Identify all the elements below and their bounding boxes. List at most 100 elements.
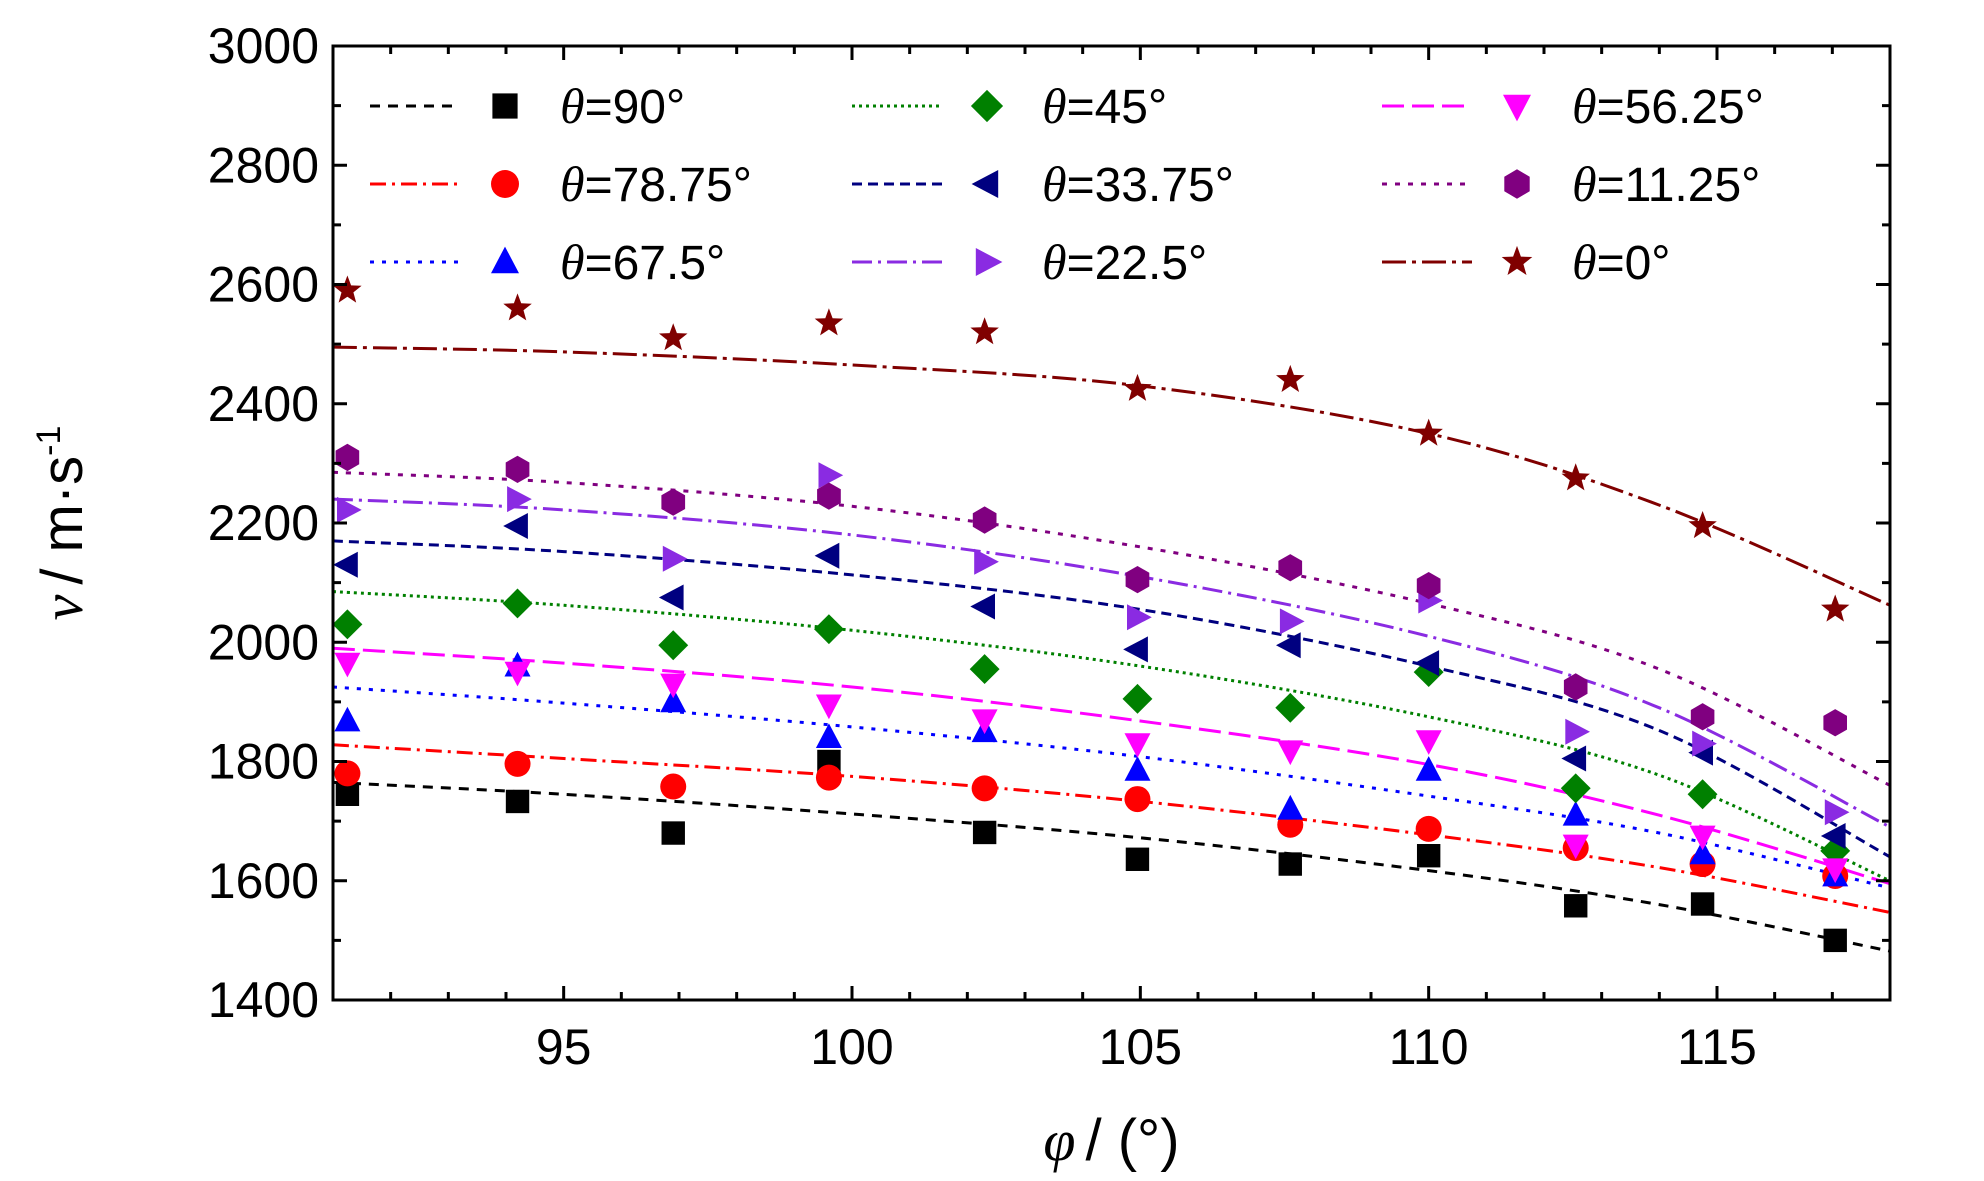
legend-item: θ=11.25° — [1382, 156, 1760, 212]
fit-line — [333, 539, 1890, 859]
y-tick-label: 2800 — [208, 137, 319, 193]
data-point — [1125, 566, 1150, 594]
data-point — [815, 723, 842, 748]
data-point — [974, 548, 999, 575]
data-point — [1278, 554, 1303, 582]
y-tick-label: 1400 — [208, 972, 319, 1028]
data-point — [334, 652, 361, 678]
x-tick-label: 110 — [1389, 1019, 1469, 1075]
y-tick-label: 3000 — [208, 18, 319, 74]
legend-theta: θ — [1042, 78, 1067, 134]
data-point — [662, 545, 688, 572]
data-point — [1414, 650, 1440, 677]
data-point — [1690, 892, 1715, 916]
legend-value: =56.25° — [1597, 81, 1764, 134]
legend-marker — [971, 170, 999, 198]
legend-label: θ=78.75° — [560, 156, 752, 212]
legend-marker — [1503, 94, 1531, 122]
data-point — [659, 323, 688, 351]
legend-item: θ=45° — [852, 78, 1167, 134]
data-point — [972, 506, 997, 534]
legend-label: θ=11.25° — [1572, 156, 1760, 212]
x-axis-symbol: φ — [1043, 1108, 1075, 1173]
y-tick-label: 1800 — [208, 734, 319, 790]
data-point — [1689, 825, 1716, 851]
data-point — [1692, 730, 1717, 757]
legend-value: =11.25° — [1597, 159, 1761, 212]
y-tick-label: 2600 — [208, 257, 319, 313]
legend-value: =33.75° — [1067, 159, 1234, 212]
legend-value: =90° — [585, 81, 686, 134]
x-axis-unit: / (°) — [1086, 1108, 1180, 1173]
data-point — [815, 764, 842, 791]
legend-theta: θ — [560, 156, 585, 212]
legend-item: θ=67.5° — [370, 234, 725, 290]
data-point — [814, 308, 844, 336]
y-tick-label: 1600 — [208, 853, 319, 909]
legend-value: =78.75° — [585, 159, 752, 212]
legend-marker — [970, 89, 1004, 123]
data-point — [1823, 709, 1847, 737]
data-point — [660, 687, 687, 713]
data-point — [1415, 756, 1442, 781]
legend-theta: θ — [1042, 234, 1067, 290]
data-point — [658, 584, 684, 611]
legend-item: θ=78.75° — [370, 156, 752, 212]
data-point — [507, 486, 532, 513]
data-point — [503, 293, 532, 321]
legend-item: θ=56.25° — [1382, 78, 1764, 134]
legend-value: =67.5° — [585, 237, 726, 290]
legend-marker — [491, 170, 519, 198]
data-point — [503, 513, 528, 539]
data-point — [661, 488, 686, 516]
data-point — [504, 750, 531, 777]
y-axis: 1400 1600 1800 2000 2200 2400 2600 2800 3000 — [208, 18, 1890, 1028]
data-point — [1561, 463, 1590, 491]
legend-label: θ=0° — [1572, 234, 1670, 290]
x-tick-label: 100 — [810, 1019, 893, 1075]
data-point — [1822, 858, 1849, 884]
data-point — [1123, 373, 1152, 401]
x-tick-label: 95 — [536, 1019, 592, 1075]
data-point — [971, 775, 998, 802]
y-tick-label: 2200 — [208, 495, 319, 551]
legend-label: θ=56.25° — [1572, 78, 1764, 134]
legend-theta: θ — [560, 234, 585, 290]
data-point — [1562, 834, 1589, 860]
y-tick-label: 2000 — [208, 614, 319, 670]
data-point — [1276, 632, 1301, 659]
data-point — [333, 551, 358, 578]
legend-label: θ=33.75° — [1042, 156, 1234, 212]
legend-theta: θ — [1042, 156, 1067, 212]
x-tick-label: 105 — [1099, 1019, 1182, 1075]
data-point — [814, 614, 844, 645]
data-points — [332, 275, 1851, 953]
data-point — [1563, 673, 1588, 701]
legend-item: θ=33.75° — [852, 156, 1234, 212]
legend-label: θ=45° — [1042, 78, 1167, 134]
data-point — [1564, 894, 1588, 918]
data-point — [1125, 847, 1150, 871]
data-point — [661, 821, 685, 845]
y-tick-label: 2400 — [208, 376, 319, 432]
data-point — [505, 789, 530, 814]
data-point — [1414, 418, 1443, 446]
data-point — [1278, 852, 1302, 876]
data-point — [660, 773, 687, 800]
data-point — [1820, 823, 1846, 849]
legend-theta: θ — [1572, 234, 1597, 290]
legend-value: =0° — [1597, 237, 1671, 290]
data-point — [1277, 794, 1304, 820]
data-point — [971, 709, 998, 735]
x-axis: 95 100 105 110 115 — [331, 46, 1892, 1075]
fit-line — [333, 345, 1890, 607]
legend-label: θ=90° — [560, 78, 685, 134]
data-point — [333, 275, 362, 303]
data-point — [1275, 692, 1306, 723]
legend-marker — [492, 93, 518, 119]
data-point — [1276, 364, 1305, 392]
data-point — [1415, 815, 1442, 842]
fit-line — [333, 685, 1890, 890]
legend-item: θ=0° — [1382, 234, 1670, 290]
data-point — [1565, 718, 1590, 745]
